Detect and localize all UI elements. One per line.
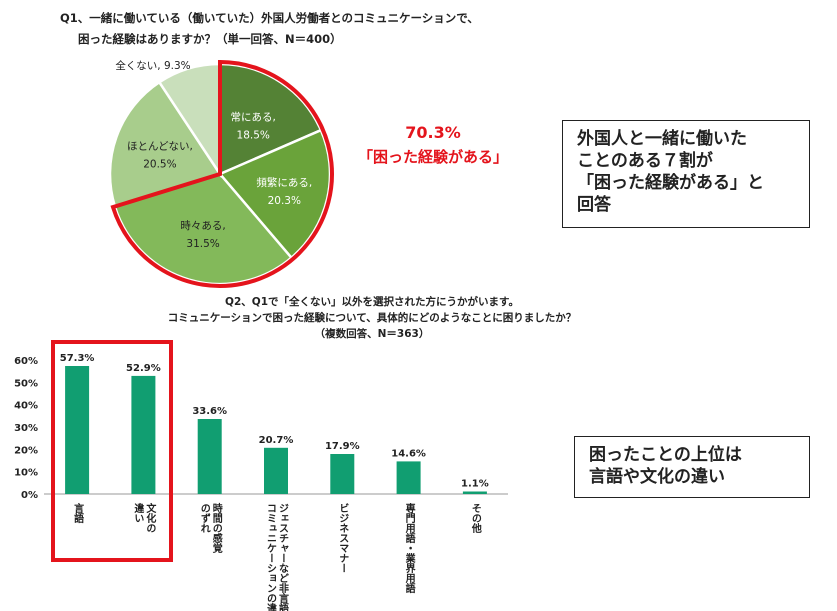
pie-label-4: ほとんどない, xyxy=(127,141,193,153)
y-tick-label: 30% xyxy=(14,423,38,434)
q2-title-line2: コミュニケーションで困った経験について、具体的にどのようなことに困りましたか？ xyxy=(167,312,577,324)
bar-value-label-7: 1.1% xyxy=(461,479,489,490)
bar-value-label-2: 52.9% xyxy=(126,363,161,374)
summary-note-1-line4: 回答 xyxy=(577,195,611,215)
summary-note-1-line1: 外国人と一緒に働いた xyxy=(577,129,747,149)
y-tick-label: 0% xyxy=(21,490,38,501)
summary-note-1-line3: 「困った経験がある」と xyxy=(577,173,764,193)
pie-value-label-4: 20.5% xyxy=(143,159,176,171)
q2-title: Q2、Q1で「全くない」以外を選択された方にうかがいます。 コミュニケーションで… xyxy=(92,294,652,342)
bar-value-label-1: 57.3% xyxy=(60,353,95,364)
pie-callout: 70.3% 「困った経験がある」 xyxy=(358,122,508,170)
pie-callout-percent: 70.3% xyxy=(405,123,461,142)
pie-highlight-outline xyxy=(110,59,334,288)
svg-text:コミュニケーションの違い: コミュニケーションの違い xyxy=(265,503,277,611)
summary-note-2: 困ったことの上位は 言語や文化の違い xyxy=(574,436,810,498)
category-label-2: 文化の違い xyxy=(132,502,156,533)
svg-text:その他: その他 xyxy=(469,503,482,534)
summary-note-2-line1: 困ったことの上位は xyxy=(589,445,742,465)
bar-value-label-3: 33.6% xyxy=(192,406,227,417)
svg-text:文化の: 文化の xyxy=(144,502,156,533)
bar-5 xyxy=(330,454,355,494)
y-tick-label: 40% xyxy=(14,401,38,412)
bar-4 xyxy=(264,447,288,494)
category-label-7: その他 xyxy=(469,503,482,534)
pie-label-1: 常にある, xyxy=(231,110,276,123)
q2-title-line3: （複数回答、N＝363） xyxy=(314,328,430,340)
summary-note-2-line2: 言語や文化の違い xyxy=(589,467,725,487)
pie-slice-3 xyxy=(113,172,294,286)
q1-title: Q1、一緒に働いている（働いていた）外国人労働者とのコミュニケーションで、 困っ… xyxy=(60,8,479,50)
category-label-1: 言語 xyxy=(72,502,84,524)
category-label-6: 専門用語・業界用語 xyxy=(403,502,416,594)
bar-1 xyxy=(65,366,90,494)
summary-note-1-line2: ことのある７割が xyxy=(577,151,713,171)
svg-text:のずれ: のずれ xyxy=(198,503,210,533)
bar-3 xyxy=(197,419,222,494)
pie-label-2: 頻繁にある, xyxy=(256,176,312,189)
category-label-5: ビジネスマナー xyxy=(337,502,349,573)
pie-value-label-3: 31.5% xyxy=(186,238,219,250)
svg-text:ビジネスマナー: ビジネスマナー xyxy=(337,502,349,573)
pie-value-label-1: 18.5% xyxy=(237,129,270,141)
svg-text:時間の感覚: 時間の感覚 xyxy=(210,502,222,554)
q1-title-line2: 困った経験はありますか？（単一回答、N＝400） xyxy=(78,32,342,46)
svg-text:専門用語・業界用語: 専門用語・業界用語 xyxy=(403,502,416,594)
bar-6 xyxy=(396,461,421,494)
y-tick-label: 50% xyxy=(14,378,38,389)
bar-2 xyxy=(131,375,156,494)
pie-callout-label: 「困った経験がある」 xyxy=(358,148,509,166)
svg-text:違い: 違い xyxy=(132,502,144,523)
svg-text:ジェスチャーなど非言語: ジェスチャーなど非言語 xyxy=(277,503,289,611)
bar-7 xyxy=(462,491,487,494)
bar-value-label-4: 20.7% xyxy=(259,435,294,446)
y-tick-label: 20% xyxy=(14,445,38,456)
y-tick-label: 60% xyxy=(14,356,38,367)
pie-label-5: 全くない, 9.3% xyxy=(115,59,190,72)
bar-value-label-6: 14.6% xyxy=(391,448,426,459)
bar-value-label-5: 17.9% xyxy=(325,441,360,452)
q2-title-line1: Q2、Q1で「全くない」以外を選択された方にうかがいます。 xyxy=(225,296,519,308)
q1-title-line1: Q1、一緒に働いている（働いていた）外国人労働者とのコミュニケーションで、 xyxy=(60,11,479,25)
pie-slice-4 xyxy=(108,80,222,209)
summary-note-1: 外国人と一緒に働いた ことのある７割が 「困った経験がある」と 回答 xyxy=(562,120,810,228)
pie-chart: 常にある, 18.5% 頻繁にある, 20.3% 時々ある, 31.5% ほとんどない, 20… xyxy=(108,59,334,288)
bar-chart: 0% 10% 20% 30% 40% 50% 60% 57.3% 言語 52.9% 文化の違い 33.… xyxy=(14,340,508,611)
bar-highlight-box xyxy=(51,340,173,562)
y-tick-label: 10% xyxy=(14,468,38,479)
pie-slice-2 xyxy=(217,128,332,260)
pie-value-label-2: 20.3% xyxy=(268,195,301,207)
svg-text:言語: 言語 xyxy=(72,502,84,524)
pie-slice-1 xyxy=(218,62,323,176)
pie-label-3: 時々ある, xyxy=(180,220,225,232)
